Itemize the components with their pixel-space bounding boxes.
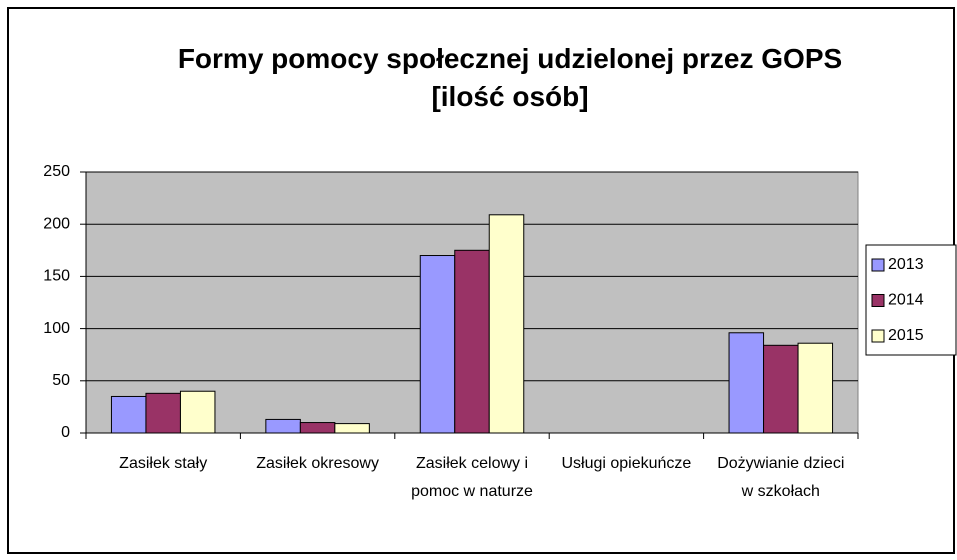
bar (419, 255, 456, 434)
legend-label: 2013 (888, 256, 924, 273)
legend-label: 2015 (888, 327, 924, 344)
y-tick-label: 50 (52, 372, 70, 389)
y-tick-label: 250 (43, 163, 70, 180)
bar (179, 390, 216, 434)
chart-title: Formy pomocy społecznej udzielonej przez… (177, 43, 843, 112)
bar (334, 423, 370, 434)
x-tick-label: Zasiłek stały (119, 455, 208, 472)
y-tick-label: 200 (43, 215, 70, 232)
x-tick-label: Usługi opiekuńcze (561, 455, 692, 472)
bar (728, 332, 765, 434)
bar (265, 418, 301, 434)
legend-swatch (871, 329, 885, 343)
bar (110, 395, 147, 434)
bar (488, 214, 525, 434)
legend-swatch (871, 258, 885, 272)
bar (299, 422, 336, 434)
legend-swatch (871, 294, 885, 307)
x-tick-label: Zasiłek okresowy (256, 455, 379, 472)
x-tick-label: Dożywianie dzieci w szkołach (717, 455, 845, 500)
y-tick-label: 150 (43, 268, 70, 285)
bar (145, 392, 181, 434)
bar (454, 249, 490, 434)
bar (763, 344, 799, 434)
y-tick-label: 0 (61, 424, 70, 441)
legend-label: 2014 (888, 292, 924, 309)
y-tick-label: 100 (43, 320, 70, 337)
x-tick-label: Zasiłek celowy i pomoc w naturze (411, 455, 533, 500)
bar (797, 342, 834, 434)
